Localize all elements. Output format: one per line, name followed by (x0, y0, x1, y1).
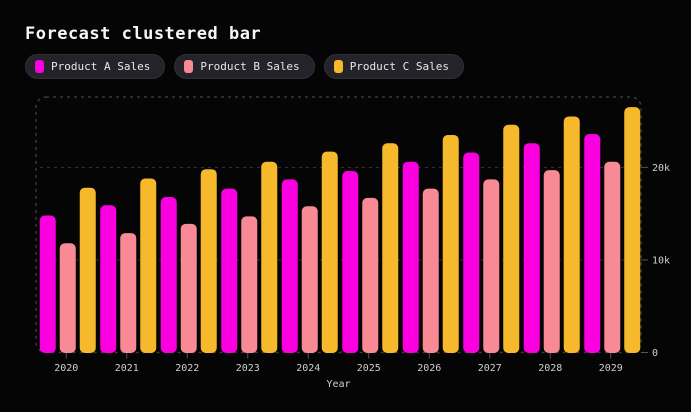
legend-swatch-product-c (333, 60, 343, 73)
legend-label-product-c: Product C Sales (349, 60, 450, 73)
chart-title: Forecast clustered bar (25, 24, 262, 44)
legend-swatch-product-a (35, 60, 44, 73)
y-tick-label: 10k (652, 255, 670, 266)
bar-product-b-sales-2029[interactable] (604, 161, 621, 353)
bar-product-c-sales-2020[interactable] (79, 187, 96, 353)
bar-product-a-sales-2023[interactable] (221, 188, 238, 353)
bar-product-b-sales-2027[interactable] (483, 179, 500, 353)
bar-product-a-sales-2028[interactable] (523, 143, 540, 353)
bar-product-a-sales-2024[interactable] (281, 179, 298, 353)
plot-border (35, 96, 642, 354)
legend-label-product-b: Product B Sales (200, 60, 300, 73)
bar-product-b-sales-2020[interactable] (59, 243, 76, 353)
bar-product-c-sales-2024[interactable] (321, 151, 338, 353)
bar-product-b-sales-2026[interactable] (422, 188, 439, 353)
bar-product-c-sales-2027[interactable] (503, 124, 520, 354)
bar-product-a-sales-2022[interactable] (160, 196, 177, 353)
legend-swatch-product-b (184, 60, 194, 73)
x-tick-label-2022: 2022 (175, 363, 199, 374)
bar-product-a-sales-2021[interactable] (100, 205, 117, 353)
bar-product-a-sales-2029[interactable] (584, 134, 601, 353)
x-tick-label-2029: 2029 (599, 363, 623, 374)
bar-product-a-sales-2027[interactable] (463, 152, 480, 353)
y-tick-label: 20k (652, 163, 670, 174)
bar-product-c-sales-2025[interactable] (382, 143, 399, 353)
bar-product-a-sales-2025[interactable] (342, 171, 359, 353)
legend-item-product-a[interactable]: Product A Sales (25, 54, 166, 79)
bar-product-b-sales-2024[interactable] (301, 206, 318, 353)
x-tick-label-2028: 2028 (538, 363, 562, 374)
legend-label-product-a: Product A Sales (51, 60, 151, 73)
x-tick-label-2027: 2027 (478, 363, 502, 374)
y-tick-label: 0 (652, 348, 658, 359)
legend-item-product-b[interactable]: Product B Sales (174, 54, 315, 79)
bar-product-c-sales-2021[interactable] (140, 178, 157, 353)
bar-product-c-sales-2028[interactable] (563, 116, 580, 353)
bar-product-b-sales-2025[interactable] (362, 197, 379, 353)
x-tick-label-2025: 2025 (357, 363, 381, 374)
legend-item-product-c[interactable]: Product C Sales (323, 54, 465, 79)
bar-product-b-sales-2023[interactable] (241, 216, 258, 353)
x-tick-label-2024: 2024 (296, 363, 320, 374)
bar-product-a-sales-2026[interactable] (402, 161, 419, 353)
x-axis-title: Year (326, 379, 350, 390)
bar-product-c-sales-2026[interactable] (442, 134, 459, 353)
bar-product-c-sales-2029[interactable] (624, 107, 641, 353)
x-tick-label-2026: 2026 (417, 363, 441, 374)
bar-product-c-sales-2022[interactable] (200, 169, 217, 353)
bar-product-b-sales-2021[interactable] (120, 233, 137, 353)
bar-product-b-sales-2022[interactable] (180, 223, 197, 353)
bar-product-a-sales-2020[interactable] (39, 215, 56, 353)
bar-product-b-sales-2028[interactable] (543, 170, 560, 353)
legend: Product A Sales Product B Sales Product … (25, 54, 465, 79)
x-tick-label-2021: 2021 (115, 363, 139, 374)
x-tick-label-2020: 2020 (54, 363, 78, 374)
bar-product-c-sales-2023[interactable] (261, 161, 278, 353)
x-tick-label-2023: 2023 (236, 363, 260, 374)
